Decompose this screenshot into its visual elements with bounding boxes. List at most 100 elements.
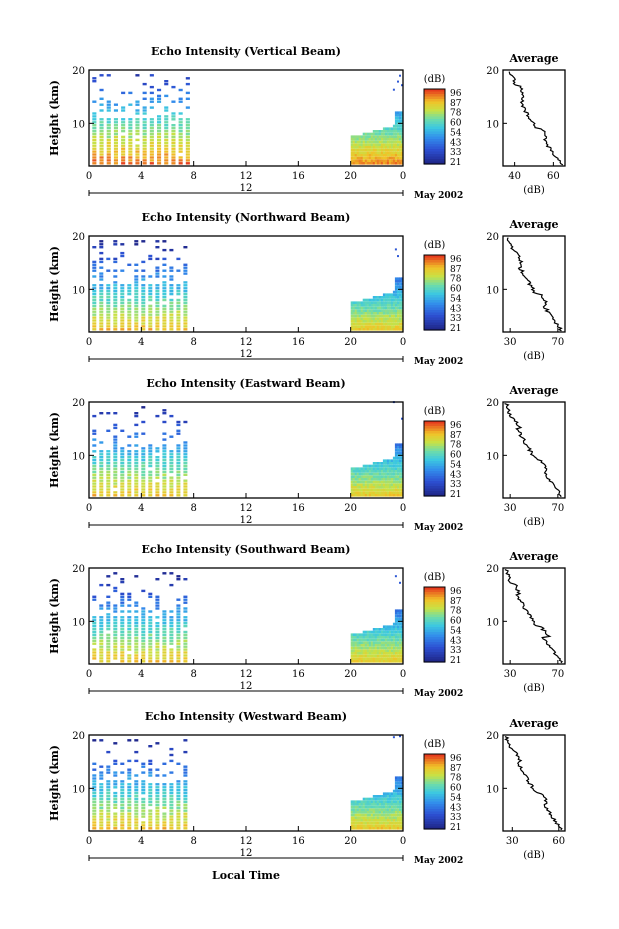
heatmap-cell <box>352 486 356 489</box>
heatmap-cell <box>350 140 354 144</box>
heatmap-cell <box>401 781 404 785</box>
heatmap-cell <box>354 470 358 473</box>
heatmap-cell <box>374 322 378 326</box>
heatmap-cell <box>399 124 402 128</box>
heatmap-cell <box>378 480 382 484</box>
heatmap-cell <box>358 309 362 312</box>
heatmap-cell <box>394 467 398 470</box>
heatmap-cell <box>386 138 390 141</box>
heatmap-cell <box>134 803 139 807</box>
heatmap-cell <box>134 319 139 322</box>
heatmap-cell <box>372 652 376 655</box>
heatmap-cell <box>380 138 384 141</box>
heatmap-cell <box>157 118 162 121</box>
heatmap-cell <box>392 625 396 628</box>
heatmap-cell <box>386 630 390 634</box>
heatmap-cell <box>127 639 132 642</box>
colorbar-band <box>424 317 445 321</box>
heatmap-cell <box>374 304 378 307</box>
heatmap-cell <box>164 153 169 156</box>
heatmap-cell <box>155 809 160 812</box>
heatmap-cell <box>372 317 376 320</box>
heatmap-cell <box>376 159 380 162</box>
heatmap-cell <box>113 412 118 415</box>
heatmap-cell <box>92 791 97 795</box>
average-x-tick-label: 30 <box>506 836 519 847</box>
heatmap-cell <box>164 150 169 153</box>
heatmap-cell <box>350 320 354 323</box>
heatmap-cell <box>368 803 372 806</box>
heatmap-cell <box>176 578 181 581</box>
heatmap-cell <box>113 456 118 459</box>
heatmap-cell <box>106 765 111 768</box>
heatmap-cell <box>366 304 370 307</box>
heatmap-cell <box>384 148 388 152</box>
heatmap-cell <box>382 464 386 468</box>
heatmap-cell <box>148 485 153 488</box>
heatmap-cell <box>352 472 356 476</box>
heatmap-cell <box>394 119 398 122</box>
colorbar-band <box>424 614 445 618</box>
heatmap-cell <box>390 296 394 299</box>
heatmap-cell <box>134 616 139 619</box>
heatmap-cell <box>176 607 181 610</box>
heatmap-cell <box>360 162 364 165</box>
heatmap-cell <box>386 641 390 644</box>
heatmap-cell <box>157 132 162 136</box>
heatmap-cell <box>358 636 362 639</box>
heatmap-cell <box>368 649 372 652</box>
average-y-tick-label: 10 <box>486 119 499 130</box>
heatmap-cell <box>380 483 384 486</box>
heatmap-cell <box>127 809 132 812</box>
heatmap-cell <box>99 290 104 293</box>
heatmap-cell <box>382 298 386 302</box>
heatmap-cell <box>397 296 400 299</box>
heatmap-cell <box>350 491 354 494</box>
heatmap-cell <box>127 284 132 287</box>
heatmap-cell <box>120 645 125 648</box>
heatmap-cell <box>113 135 118 139</box>
heatmap-cell <box>127 453 132 456</box>
heatmap-cell <box>92 295 97 299</box>
heatmap-cell <box>372 470 376 473</box>
heatmap-cell <box>106 328 111 331</box>
heatmap-cell <box>354 824 358 827</box>
heatmap-cell <box>384 312 388 315</box>
heatmap-cell <box>397 114 400 117</box>
x-tick-label: 4 <box>138 337 144 348</box>
heatmap-cell <box>120 610 125 613</box>
heatmap-cell <box>99 313 104 316</box>
heatmap-cell <box>354 649 358 652</box>
heatmap-cell <box>358 641 362 644</box>
colorbar-band <box>424 121 445 125</box>
heatmap-cell <box>362 301 366 304</box>
heatmap-cell <box>374 146 378 149</box>
heatmap-cell <box>399 290 402 294</box>
heatmap-cell <box>382 467 386 470</box>
heatmap-cell <box>392 127 396 130</box>
heatmap-cell <box>185 82 190 86</box>
heatmap-cell <box>390 314 394 318</box>
heatmap-cell <box>354 140 358 144</box>
heatmap-cell <box>164 80 169 83</box>
heatmap-cell <box>113 780 118 783</box>
heatmap-cell <box>390 628 394 631</box>
heatmap-cell <box>92 77 97 80</box>
heatmap-cell <box>364 805 368 809</box>
heatmap-data <box>92 572 404 663</box>
x-tick-label: 0 <box>86 669 92 680</box>
heatmap-cell <box>149 106 154 109</box>
heatmap-cell <box>148 257 153 261</box>
heatmap-cell <box>374 486 378 489</box>
heatmap-cell <box>92 260 97 264</box>
heatmap-cell <box>176 648 181 651</box>
heatmap-cell <box>106 651 111 654</box>
heatmap-cell <box>141 627 146 631</box>
heatmap-cell <box>378 636 382 639</box>
heatmap-cell <box>401 488 404 492</box>
heatmap-cell <box>397 646 400 650</box>
heatmap-cell <box>362 819 366 822</box>
heatmap-cell <box>149 153 154 156</box>
heatmap-cell <box>386 652 390 655</box>
colorbar-tick-label: 60 <box>450 119 462 129</box>
